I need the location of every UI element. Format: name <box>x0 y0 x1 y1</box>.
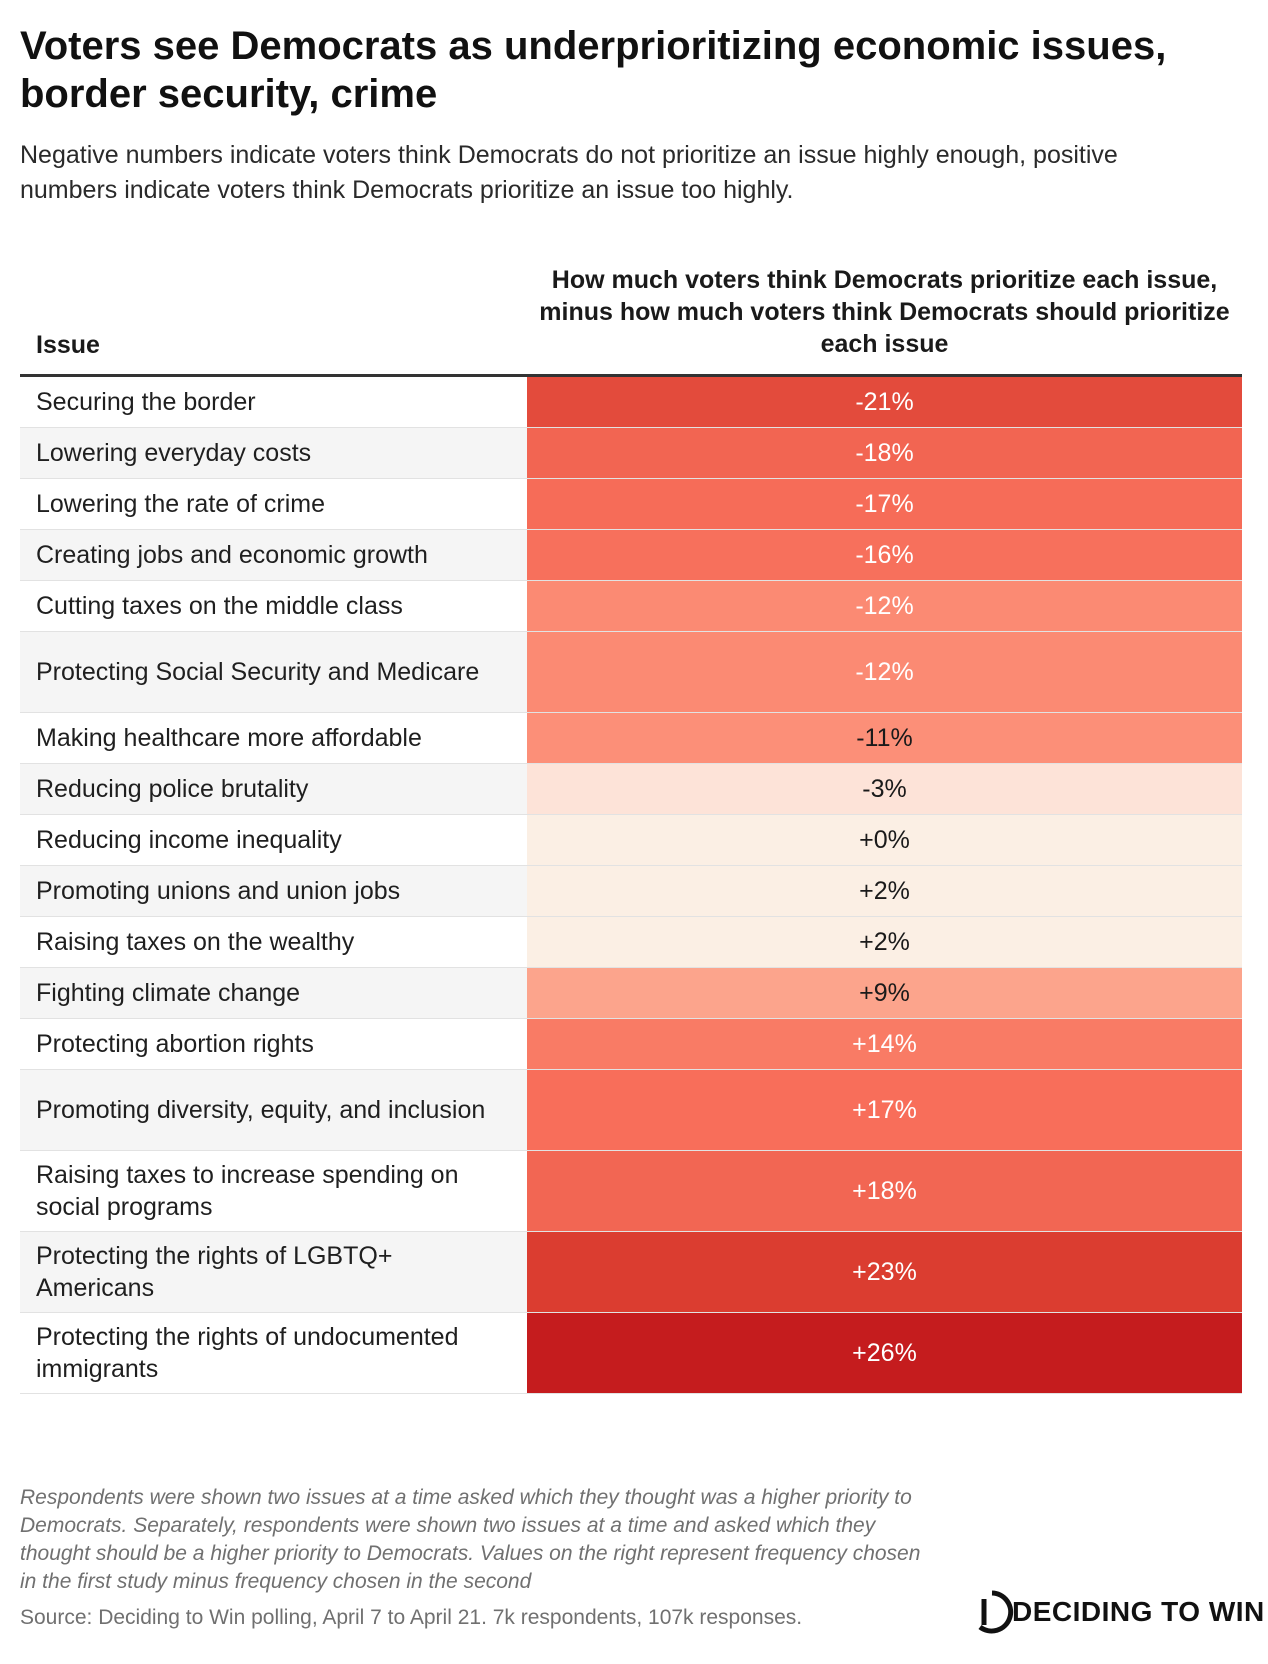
table-row: Raising taxes on the wealthy +2% <box>20 917 1242 968</box>
table-body: Securing the border -21% Lowering everyday… <box>20 377 1242 1394</box>
issue-label: Securing the border <box>20 377 527 427</box>
chart-subtitle: Negative numbers indicate voters think D… <box>20 141 1118 204</box>
table-row: Protecting abortion rights +14% <box>20 1019 1242 1070</box>
source-note: Source: Deciding to Win polling, April 7… <box>20 1606 803 1629</box>
value-cell: +23% <box>527 1232 1242 1312</box>
value-cell: -12% <box>527 581 1242 631</box>
table-row: Fighting climate change +9% <box>20 968 1242 1019</box>
table-row: Promoting diversity, equity, and inclusi… <box>20 1070 1242 1151</box>
value-cell: -3% <box>527 764 1242 814</box>
table-row: Protecting the rights of undocumented im… <box>20 1313 1242 1394</box>
priority-table: Issue How much voters think Democrats pr… <box>20 258 1242 1394</box>
issue-label: Protecting abortion rights <box>20 1019 527 1069</box>
deciding-to-win-logo: DECIDING TO WIN <box>968 1585 1264 1639</box>
issue-label: Protecting Social Security and Medicare <box>20 632 527 712</box>
issue-label: Protecting the rights of undocumented im… <box>20 1313 527 1393</box>
table-row: Protecting the rights of LGBTQ+ American… <box>20 1232 1242 1313</box>
table-row: Creating jobs and economic growth -16% <box>20 530 1242 581</box>
chart-title: Voters see Democrats as underprioritizin… <box>20 24 1167 116</box>
logo-text: DECIDING TO WIN <box>1012 1596 1265 1627</box>
value-cell: -12% <box>527 632 1242 712</box>
table-row: Making healthcare more affordable -11% <box>20 713 1242 764</box>
methodology-note: Respondents were shown two issues at a t… <box>20 1486 921 1593</box>
table-row: Reducing police brutality -3% <box>20 764 1242 815</box>
issue-label: Raising taxes to increase spending on so… <box>20 1151 527 1231</box>
value-cell: +18% <box>527 1151 1242 1231</box>
issue-label: Reducing police brutality <box>20 764 527 814</box>
table-row: Protecting Social Security and Medicare -… <box>20 632 1242 713</box>
table-row: Lowering the rate of crime -17% <box>20 479 1242 530</box>
table-row: Promoting unions and union jobs +2% <box>20 866 1242 917</box>
issue-label: Making healthcare more affordable <box>20 713 527 763</box>
value-cell: +17% <box>527 1070 1242 1150</box>
issue-label: Lowering everyday costs <box>20 428 527 478</box>
value-cell: +9% <box>527 968 1242 1018</box>
issue-label: Cutting taxes on the middle class <box>20 581 527 631</box>
table-row: Lowering everyday costs -18% <box>20 428 1242 479</box>
value-cell: +0% <box>527 815 1242 865</box>
table-row: Raising taxes to increase spending on so… <box>20 1151 1242 1232</box>
issue-label: Creating jobs and economic growth <box>20 530 527 580</box>
table-row: Reducing income inequality +0% <box>20 815 1242 866</box>
value-cell: -16% <box>527 530 1242 580</box>
value-cell: -18% <box>527 428 1242 478</box>
issue-label: Lowering the rate of crime <box>20 479 527 529</box>
issue-label: Protecting the rights of LGBTQ+ American… <box>20 1232 527 1312</box>
column-header-value: How much voters think Democrats prioriti… <box>539 266 1230 358</box>
value-cell: +2% <box>527 917 1242 967</box>
value-cell: -17% <box>527 479 1242 529</box>
value-cell: +26% <box>527 1313 1242 1393</box>
issue-label: Promoting unions and union jobs <box>20 866 527 916</box>
value-cell: -11% <box>527 713 1242 763</box>
table-row: Cutting taxes on the middle class -12% <box>20 581 1242 632</box>
value-cell: -21% <box>527 377 1242 427</box>
issue-label: Promoting diversity, equity, and inclusi… <box>20 1070 527 1150</box>
table-header: Issue How much voters think Democrats pr… <box>20 258 1242 377</box>
column-header-issue: Issue <box>36 331 100 359</box>
issue-label: Fighting climate change <box>20 968 527 1018</box>
value-cell: +14% <box>527 1019 1242 1069</box>
d-logo-icon <box>978 1590 1014 1634</box>
table-row: Securing the border -21% <box>20 377 1242 428</box>
value-cell: +2% <box>527 866 1242 916</box>
issue-label: Raising taxes on the wealthy <box>20 917 527 967</box>
issue-label: Reducing income inequality <box>20 815 527 865</box>
